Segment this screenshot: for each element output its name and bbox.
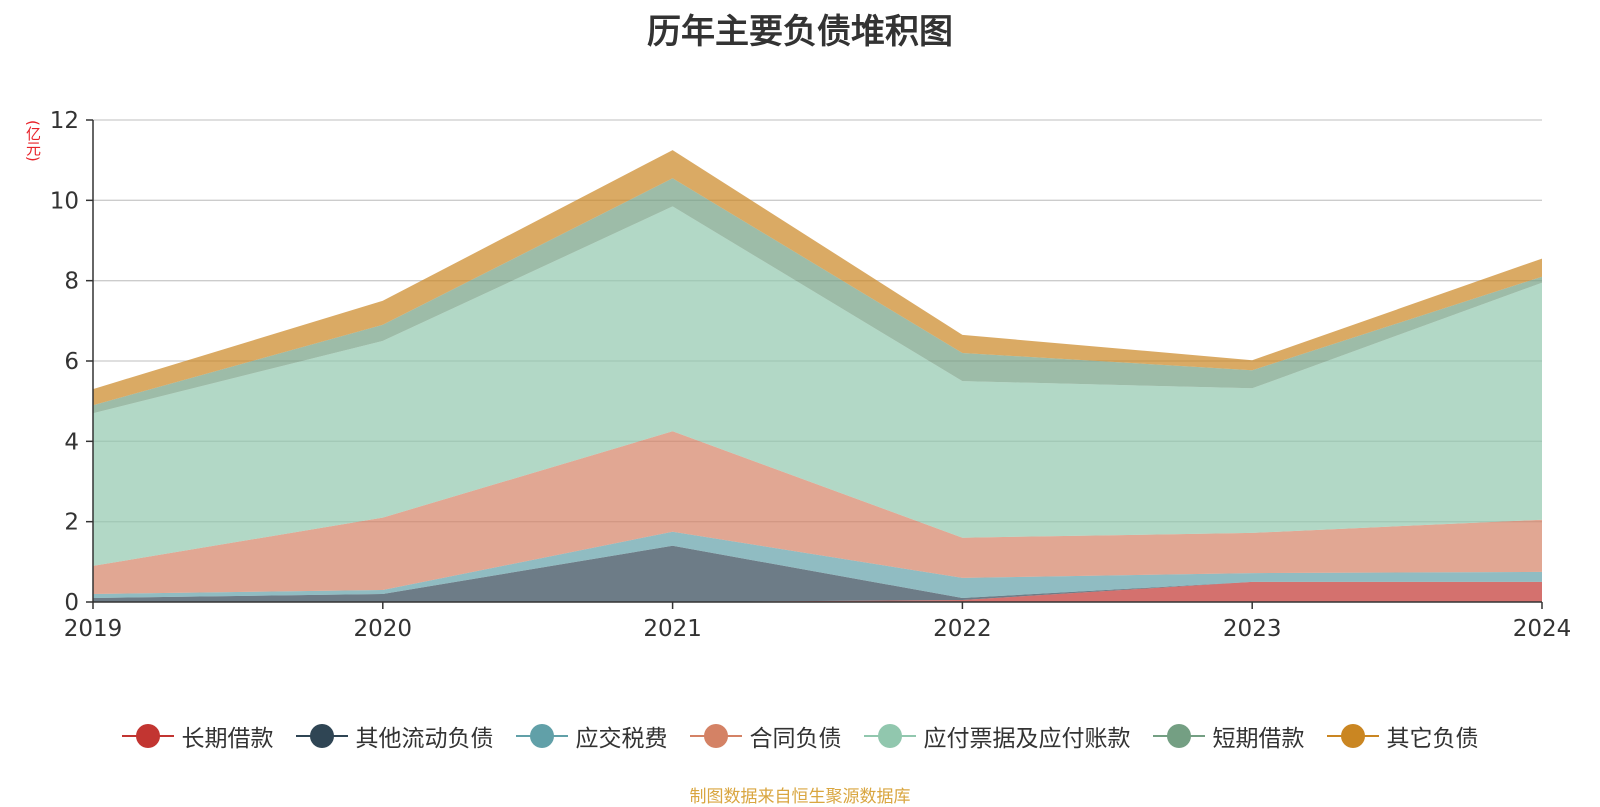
legend-label: 应交税费 [575, 726, 668, 752]
legend-item[interactable]: 其它负债 [1326, 719, 1479, 753]
stacked-areas [93, 150, 1542, 602]
x-tick-label: 2020 [354, 616, 413, 642]
legend-item[interactable]: 其他流动负债 [295, 719, 494, 753]
x-tick-label: 2021 [643, 616, 702, 642]
stacked-area-chart: 0 2 4 6 8 10 12 2019 2020 2021 2022 2023 2024 [50, 108, 1572, 642]
legend-marker-icon [121, 723, 174, 749]
series-area-0 [93, 581, 1542, 602]
x-tick-label: 2023 [1223, 616, 1282, 642]
y-axis-unit-label: (亿元) [24, 120, 42, 162]
series-area-2 [93, 531, 1542, 598]
y-tick-label: 6 [64, 349, 79, 375]
series-area-3 [93, 431, 1542, 594]
series-area-4 [93, 206, 1542, 566]
legend-marker-icon [295, 723, 348, 749]
legend-label: 短期借款 [1212, 726, 1305, 752]
legend: 长期借款 其他流动负债 应交税费 合同负债 应付票据及应付账款 短期借款 其它负债 [0, 718, 1600, 754]
y-tick-label: 0 [64, 590, 79, 616]
y-tick-label: 2 [64, 510, 79, 536]
y-tick-label: 10 [50, 188, 79, 214]
legend-marker-icon [515, 723, 568, 749]
chart-title: 历年主要负债堆积图 [647, 12, 953, 52]
legend-marker-icon [863, 723, 916, 749]
legend-item[interactable]: 长期借款 [121, 719, 274, 753]
x-tick-label: 2019 [64, 616, 123, 642]
legend-label: 其它负债 [1386, 726, 1479, 752]
legend-label: 合同负债 [749, 726, 842, 752]
legend-item[interactable]: 应交税费 [515, 719, 668, 753]
legend-marker-icon [1152, 723, 1205, 749]
legend-item[interactable]: 短期借款 [1152, 719, 1305, 753]
axes: 0 2 4 6 8 10 12 2019 2020 2021 2022 2023 2024 [50, 108, 1572, 642]
legend-item[interactable]: 应付票据及应付账款 [863, 719, 1131, 753]
x-tick-label: 2022 [933, 616, 992, 642]
x-tick-label: 2024 [1513, 616, 1572, 642]
legend-label: 应付票据及应付账款 [923, 726, 1131, 752]
legend-marker-icon [1326, 723, 1379, 749]
series-area-1 [93, 545, 1542, 602]
y-tick-label: 12 [50, 108, 79, 134]
legend-label: 长期借款 [181, 726, 274, 752]
source-note: 制图数据来自恒生聚源数据库 [689, 787, 911, 807]
legend-item[interactable]: 合同负债 [689, 719, 842, 753]
y-tick-label: 8 [64, 269, 79, 295]
legend-label: 其他流动负债 [355, 726, 494, 752]
y-tick-label: 4 [64, 429, 79, 455]
legend-marker-icon [689, 723, 742, 749]
